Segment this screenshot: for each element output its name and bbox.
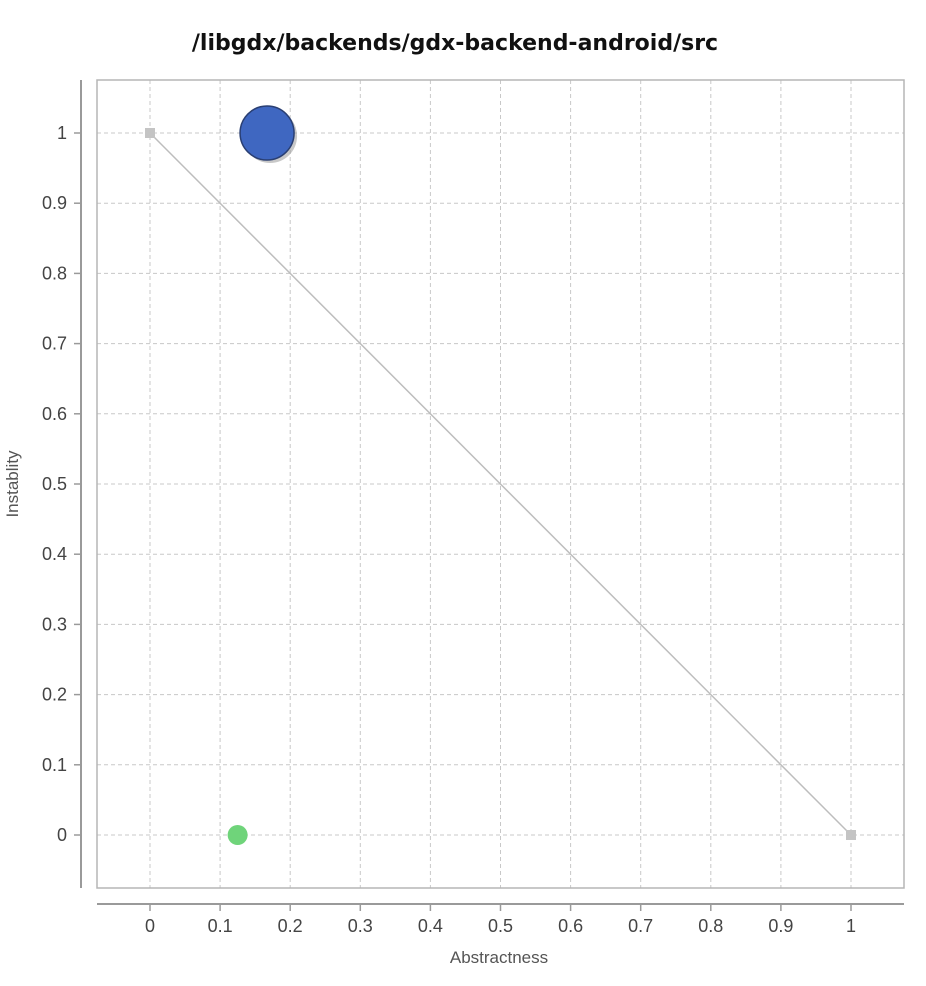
x-tick-label: 0.1	[208, 916, 233, 936]
reference-line-endpoint	[846, 830, 856, 840]
x-tick-label: 1	[846, 916, 856, 936]
data-point	[239, 105, 295, 161]
reference-line-group	[145, 128, 856, 840]
y-tick-label: 0.9	[42, 193, 67, 213]
y-tick-label: 0.7	[42, 334, 67, 354]
y-tick-label: 0	[57, 825, 67, 845]
y-tick-label: 0.5	[42, 474, 67, 494]
grid	[74, 80, 904, 911]
y-tick-labels: 0 0.1 0.2 0.3 0.4 0.5 0.6 0.7 0.8 0.9 1	[42, 123, 67, 845]
x-tick-label: 0.8	[698, 916, 723, 936]
reference-line	[149, 132, 852, 836]
x-tick-label: 0.2	[278, 916, 303, 936]
x-tick-label: 0.5	[488, 916, 513, 936]
x-tick-labels: 0 0.1 0.2 0.3 0.4 0.5 0.6 0.7 0.8 0.9 1	[145, 916, 856, 936]
y-tick-label: 0.3	[42, 614, 67, 634]
x-tick-label: 0.4	[418, 916, 443, 936]
y-tick-label: 0.6	[42, 404, 67, 424]
x-tick-label: 0.9	[768, 916, 793, 936]
y-tick-label: 0.8	[42, 263, 67, 283]
y-tick-label: 0.2	[42, 685, 67, 705]
plot-frame	[96, 79, 905, 889]
chart-title: /libgdx/backends/gdx-backend-android/src	[192, 31, 718, 56]
x-axis-label: Abstractness	[450, 948, 548, 967]
points-group	[227, 105, 298, 845]
x-tick-label: 0.7	[628, 916, 653, 936]
x-tick-label: 0.3	[348, 916, 373, 936]
y-tick-label: 1	[57, 123, 67, 143]
data-point	[227, 825, 248, 845]
x-tick-label: 0	[145, 916, 155, 936]
reference-line-endpoint	[145, 128, 155, 138]
y-axis-label: Instablity	[3, 450, 22, 518]
y-tick-label: 0.4	[42, 544, 67, 564]
x-tick-label: 0.6	[558, 916, 583, 936]
y-tick-label: 0.1	[42, 755, 67, 775]
